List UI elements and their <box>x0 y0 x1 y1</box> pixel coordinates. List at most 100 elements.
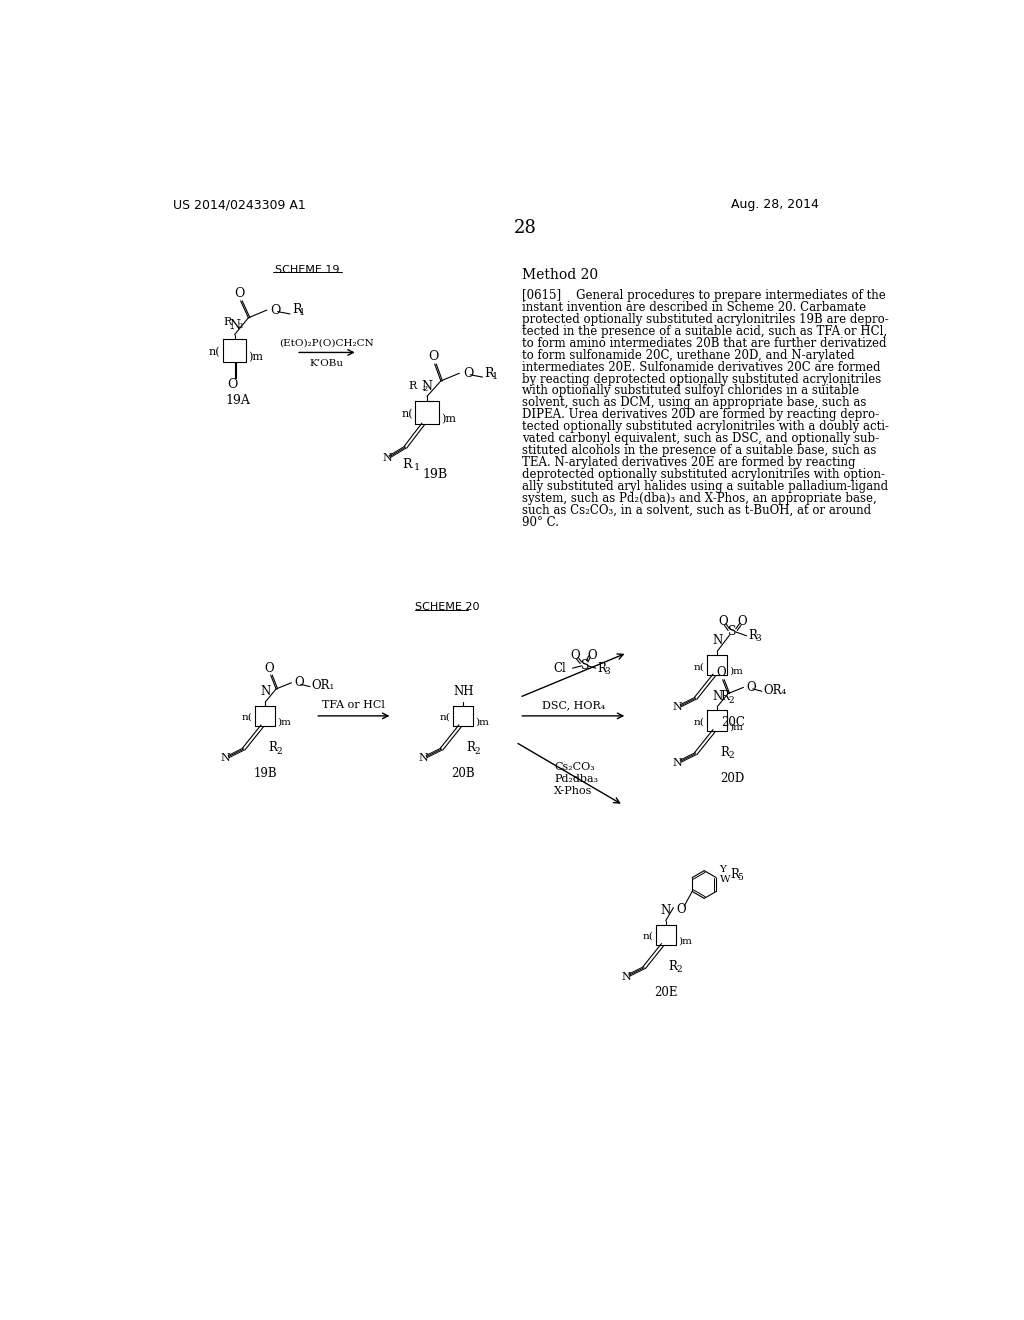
Text: Y: Y <box>720 865 726 874</box>
Text: R: R <box>669 960 678 973</box>
Text: O: O <box>719 615 728 628</box>
Text: TEA. N-arylated derivatives 20E are formed by reacting: TEA. N-arylated derivatives 20E are form… <box>521 455 855 469</box>
Text: R: R <box>408 380 416 391</box>
Text: 20D: 20D <box>721 772 744 785</box>
Text: N: N <box>673 758 683 767</box>
Text: intermediates 20E. Sulfonamide derivatives 20C are formed: intermediates 20E. Sulfonamide derivativ… <box>521 360 881 374</box>
Text: N: N <box>422 380 432 393</box>
Text: O: O <box>270 304 281 317</box>
Text: n(: n( <box>694 718 705 726</box>
Text: N: N <box>712 690 722 702</box>
Text: DIPEA. Urea derivatives 20D are formed by reacting depro-: DIPEA. Urea derivatives 20D are formed b… <box>521 408 879 421</box>
Text: N: N <box>221 752 230 763</box>
Text: 2: 2 <box>422 384 428 392</box>
Text: O: O <box>295 676 304 689</box>
Text: O: O <box>746 681 756 694</box>
Text: N: N <box>622 972 631 982</box>
Text: Cs₂CO₃: Cs₂CO₃ <box>554 762 595 772</box>
Text: Aug. 28, 2014: Aug. 28, 2014 <box>731 198 819 211</box>
Text: 19B: 19B <box>254 767 278 780</box>
Text: stituted alcohols in the presence of a suitable base, such as: stituted alcohols in the presence of a s… <box>521 444 877 457</box>
Text: 20E: 20E <box>654 986 678 999</box>
Text: K’OBu: K’OBu <box>310 359 344 368</box>
Text: R: R <box>720 746 729 759</box>
Text: O: O <box>227 378 238 391</box>
Text: O: O <box>233 286 245 300</box>
Text: N: N <box>660 904 671 917</box>
Text: deprotected optionally substituted acrylonitriles with option-: deprotected optionally substituted acryl… <box>521 469 885 480</box>
Text: 3: 3 <box>604 668 609 676</box>
Text: SCHEME 19: SCHEME 19 <box>275 265 340 275</box>
Text: N: N <box>419 752 429 763</box>
Text: 2: 2 <box>238 322 243 330</box>
Text: 20C: 20C <box>721 717 744 730</box>
Text: R: R <box>749 628 757 642</box>
Text: ally substituted aryl halides using a suitable palladium-ligand: ally substituted aryl halides using a su… <box>521 480 888 492</box>
Text: O: O <box>588 648 597 661</box>
Text: R: R <box>223 317 231 327</box>
Text: to form amino intermediates 20B that are further derivatized: to form amino intermediates 20B that are… <box>521 337 886 350</box>
Text: n(: n( <box>440 713 451 722</box>
Text: Method 20: Method 20 <box>521 268 598 282</box>
Text: O: O <box>717 667 726 680</box>
Text: 2: 2 <box>728 696 734 705</box>
Text: OR₁: OR₁ <box>311 680 335 693</box>
Text: )m: )m <box>730 667 743 676</box>
Text: [0615]    General procedures to prepare intermediates of the: [0615] General procedures to prepare int… <box>521 289 886 302</box>
Text: US 2014/0243309 A1: US 2014/0243309 A1 <box>173 198 305 211</box>
Text: O: O <box>428 350 438 363</box>
Text: NH: NH <box>453 685 473 698</box>
Text: 28: 28 <box>513 219 537 236</box>
Text: W: W <box>720 875 730 884</box>
Text: 90° C.: 90° C. <box>521 516 559 529</box>
Text: n(: n( <box>242 713 253 722</box>
Text: by reacting deprotected optionally substituted acrylonitriles: by reacting deprotected optionally subst… <box>521 372 881 385</box>
Text: R: R <box>484 367 495 380</box>
Text: X-Phos: X-Phos <box>554 787 593 796</box>
Text: N: N <box>229 318 240 331</box>
Text: n(: n( <box>209 347 220 358</box>
Text: N: N <box>712 635 722 647</box>
Text: )m: )m <box>441 413 456 424</box>
Text: )m: )m <box>278 718 292 726</box>
Text: protected optionally substituted acrylonitriles 19B are depro-: protected optionally substituted acrylon… <box>521 313 889 326</box>
Text: O: O <box>463 367 473 380</box>
Text: N: N <box>382 453 392 463</box>
Text: to form sulfonamide 20C, urethane 20D, and N-arylated: to form sulfonamide 20C, urethane 20D, a… <box>521 348 854 362</box>
Text: )m: )m <box>249 352 263 362</box>
Text: R: R <box>597 663 606 676</box>
Text: R: R <box>268 741 278 754</box>
Text: N: N <box>260 685 270 698</box>
Text: 19B: 19B <box>422 467 447 480</box>
Text: )m: )m <box>678 936 692 945</box>
Text: Cl: Cl <box>554 663 566 676</box>
Text: 3: 3 <box>755 634 761 643</box>
Text: such as Cs₂CO₃, in a solvent, such as t-BuOH, at or around: such as Cs₂CO₃, in a solvent, such as t-… <box>521 504 870 517</box>
Text: N: N <box>673 702 683 711</box>
Text: instant invention are described in Scheme 20. Carbamate: instant invention are described in Schem… <box>521 301 866 314</box>
Text: 2: 2 <box>276 747 282 756</box>
Text: 1: 1 <box>492 372 498 380</box>
Text: n(: n( <box>401 409 413 420</box>
Text: (EtO)₂P(O)CH₂CN: (EtO)₂P(O)CH₂CN <box>280 339 375 347</box>
Text: tected in the presence of a suitable acid, such as TFA or HCl,: tected in the presence of a suitable aci… <box>521 325 887 338</box>
Text: O: O <box>570 648 581 661</box>
Text: SCHEME 20: SCHEME 20 <box>416 602 480 612</box>
Text: R: R <box>402 458 412 471</box>
Text: S: S <box>728 626 737 639</box>
Text: system, such as Pd₂(dba)₃ and X-Phos, an appropriate base,: system, such as Pd₂(dba)₃ and X-Phos, an… <box>521 492 877 504</box>
Text: R: R <box>292 302 302 315</box>
Text: R: R <box>466 741 475 754</box>
Text: 1: 1 <box>299 308 305 317</box>
Text: solvent, such as DCM, using an appropriate base, such as: solvent, such as DCM, using an appropria… <box>521 396 866 409</box>
Text: 2: 2 <box>728 751 734 760</box>
Text: 2: 2 <box>677 965 682 974</box>
Text: TFA or HCl: TFA or HCl <box>323 700 385 710</box>
Text: vated carbonyl equivalent, such as DSC, and optionally sub-: vated carbonyl equivalent, such as DSC, … <box>521 432 879 445</box>
Text: O: O <box>677 903 686 916</box>
Text: 2: 2 <box>474 747 479 756</box>
Text: S: S <box>581 659 589 672</box>
Text: n(: n( <box>694 663 705 671</box>
Text: with optionally substituted sulfoyl chlorides in a suitable: with optionally substituted sulfoyl chlo… <box>521 384 859 397</box>
Text: )m: )m <box>475 718 489 726</box>
